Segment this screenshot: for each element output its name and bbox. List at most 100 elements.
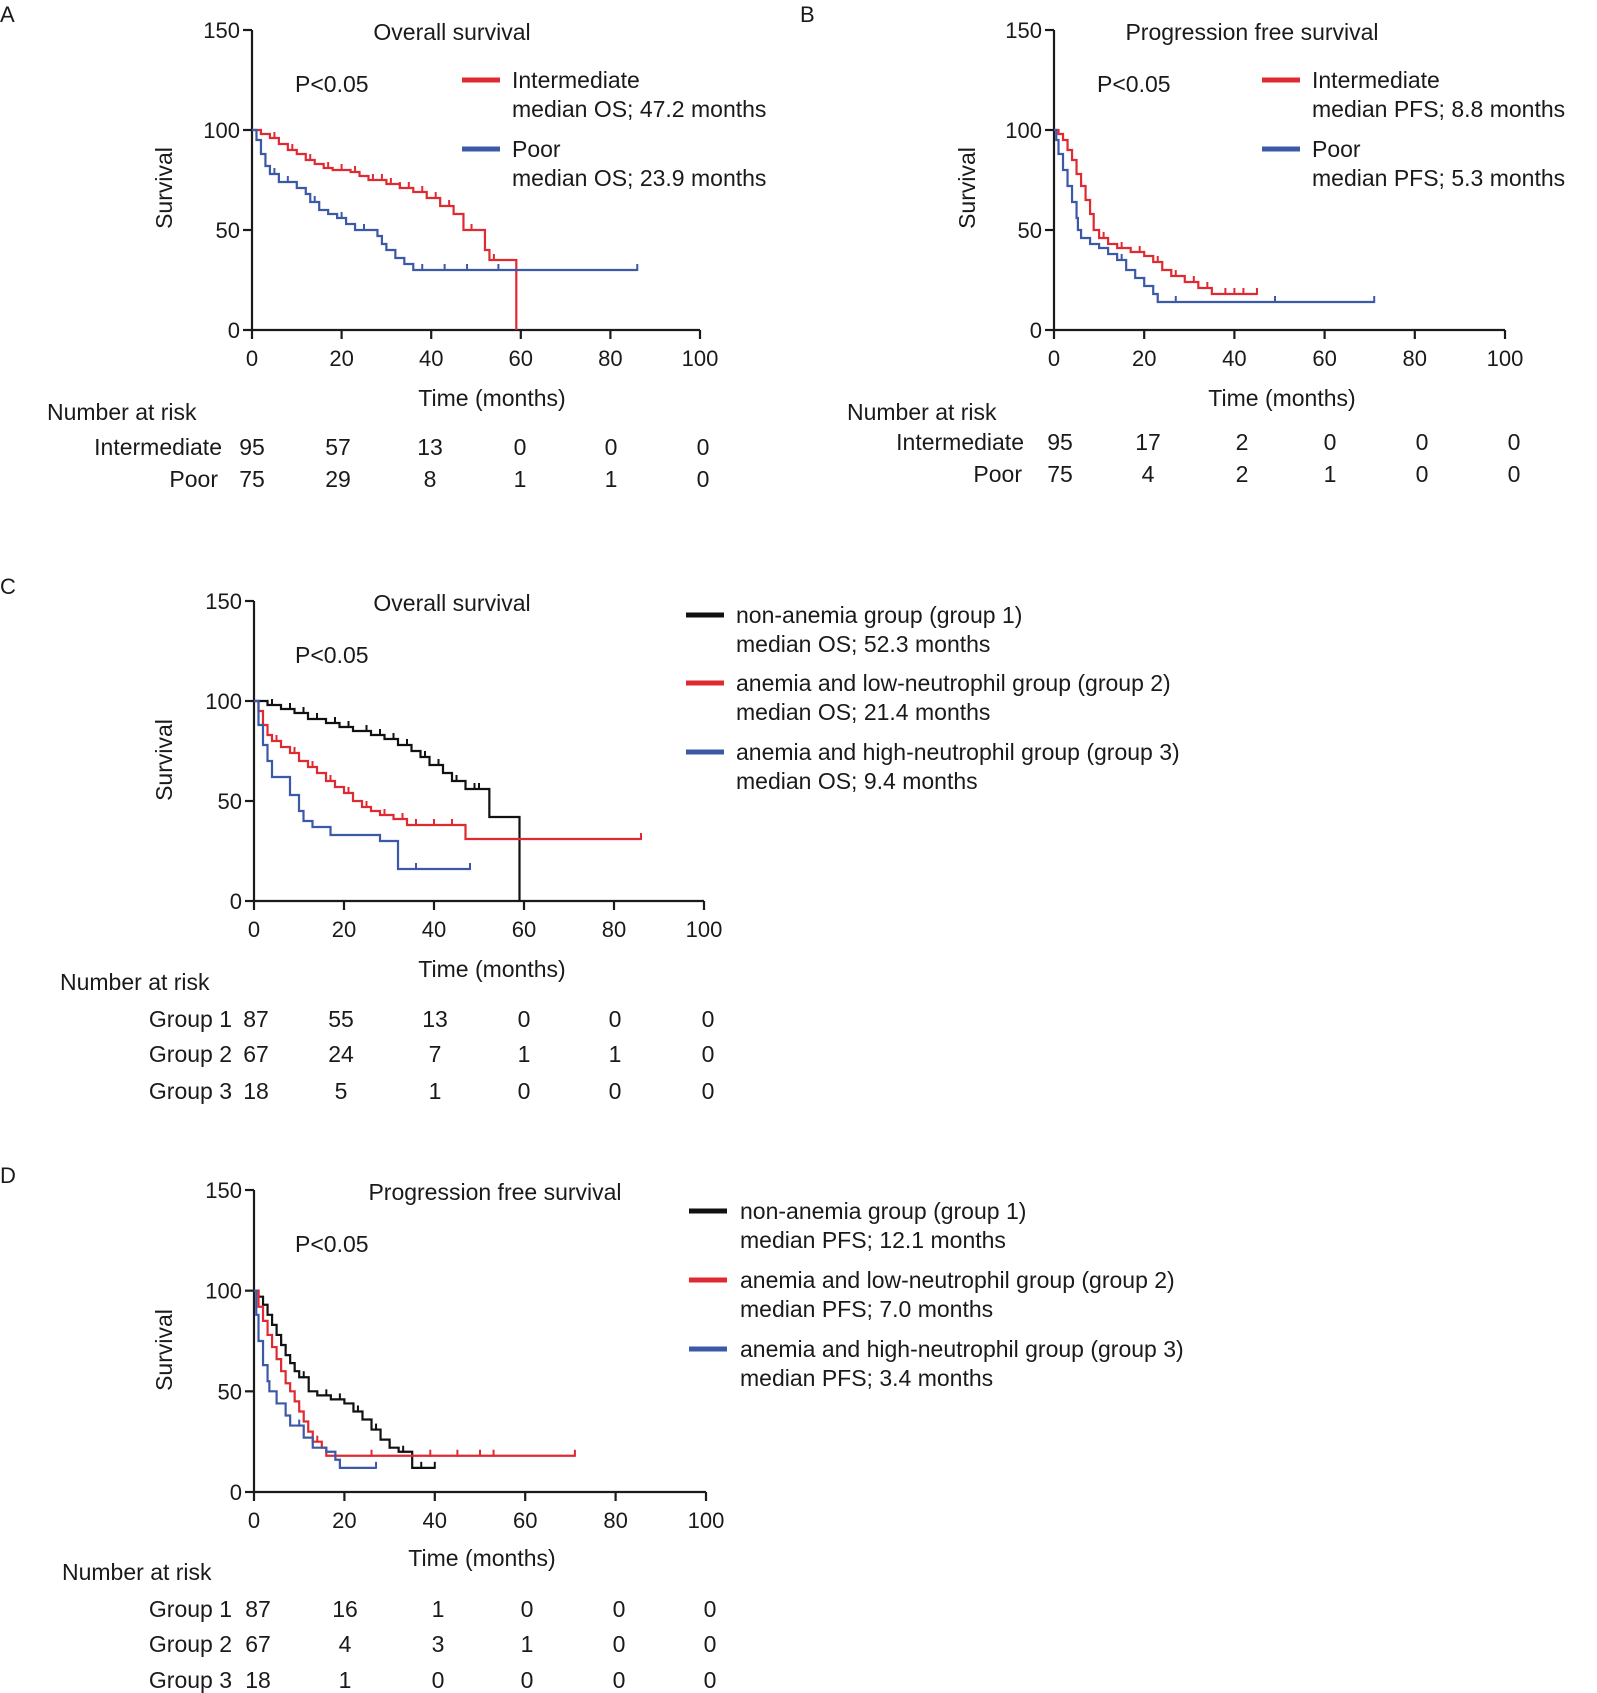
risk-value: 1 <box>605 466 618 492</box>
legend-label: non-anemia group (group 1) <box>736 602 1022 628</box>
risk-row-label: Intermediate <box>896 429 1024 455</box>
y-tick-label: 100 <box>205 689 242 714</box>
series-line-2 <box>1054 128 1375 304</box>
x-axis-label: Time (months) <box>418 956 565 982</box>
y-tick-label: 50 <box>218 1379 242 1404</box>
legend-median: median OS; 21.4 months <box>736 699 990 725</box>
legend-label: anemia and low-neutrophil group (group 2… <box>740 1267 1175 1293</box>
risk-value: 0 <box>1416 429 1429 455</box>
legend-label: Poor <box>1312 136 1361 162</box>
risk-row-label: Group 3 <box>149 1078 232 1104</box>
risk-value: 1 <box>1324 461 1337 487</box>
risk-value: 0 <box>521 1596 534 1622</box>
risk-value: 0 <box>1416 461 1429 487</box>
p-value: P<0.05 <box>295 71 369 97</box>
x-tick-label: 100 <box>688 1508 725 1533</box>
risk-value: 0 <box>518 1006 531 1032</box>
risk-value: 1 <box>339 1667 352 1693</box>
risk-value: 0 <box>613 1631 626 1657</box>
risk-value: 0 <box>1508 429 1521 455</box>
x-tick-label: 0 <box>248 1508 260 1533</box>
risk-row-label: Group 1 <box>149 1596 232 1622</box>
risk-value: 0 <box>514 434 527 460</box>
risk-value: 0 <box>518 1078 531 1104</box>
risk-value: 0 <box>605 434 618 460</box>
x-tick-label: 60 <box>1312 346 1336 371</box>
risk-value: 75 <box>1047 461 1073 487</box>
risk-value: 1 <box>609 1041 622 1067</box>
x-tick-label: 60 <box>509 346 533 371</box>
x-tick-label: 40 <box>419 346 443 371</box>
y-tick-label: 150 <box>205 589 242 614</box>
risk-value: 0 <box>697 434 710 460</box>
risk-value: 0 <box>704 1667 717 1693</box>
x-tick-label: 60 <box>512 917 536 942</box>
risk-value: 55 <box>328 1006 354 1032</box>
y-tick-label: 0 <box>230 1480 242 1505</box>
y-axis-label: Survival <box>151 1309 177 1391</box>
risk-value: 0 <box>1324 429 1337 455</box>
series-line-1 <box>1054 128 1257 296</box>
x-axis-label: Time (months) <box>418 385 565 411</box>
p-value: P<0.05 <box>295 1231 369 1257</box>
risk-row-label: Poor <box>169 466 218 492</box>
risk-value: 95 <box>1047 429 1073 455</box>
risk-table-title: Number at risk <box>60 969 210 995</box>
panel-letter: A <box>0 2 15 27</box>
legend-label: anemia and low-neutrophil group (group 2… <box>736 670 1171 696</box>
risk-value: 18 <box>243 1078 269 1104</box>
risk-value: 16 <box>332 1596 358 1622</box>
legend-label: non-anemia group (group 1) <box>740 1198 1026 1224</box>
x-tick-label: 100 <box>686 917 723 942</box>
legend-median: median OS; 9.4 months <box>736 768 978 794</box>
risk-value: 4 <box>339 1631 352 1657</box>
series-line-1 <box>252 128 518 330</box>
chart-title: Progression free survival <box>1125 19 1378 45</box>
risk-value: 13 <box>422 1006 448 1032</box>
risk-value: 95 <box>239 434 265 460</box>
legend-label: Poor <box>512 136 561 162</box>
x-tick-label: 80 <box>598 346 622 371</box>
risk-value: 18 <box>245 1667 271 1693</box>
series-line-1 <box>254 699 521 901</box>
x-axis-label: Time (months) <box>408 1545 555 1571</box>
risk-value: 0 <box>1508 461 1521 487</box>
risk-value: 5 <box>335 1078 348 1104</box>
y-tick-label: 50 <box>218 789 242 814</box>
risk-row-label: Poor <box>973 461 1022 487</box>
p-value: P<0.05 <box>1097 71 1171 97</box>
y-tick-label: 100 <box>1005 118 1042 143</box>
x-tick-label: 80 <box>603 1508 627 1533</box>
panel-letter: D <box>0 1163 16 1188</box>
x-tick-label: 0 <box>248 917 260 942</box>
risk-value: 0 <box>702 1078 715 1104</box>
y-tick-label: 0 <box>230 889 242 914</box>
y-axis-label: Survival <box>954 147 980 229</box>
legend-label: anemia and high-neutrophil group (group … <box>740 1336 1184 1362</box>
risk-value: 0 <box>704 1631 717 1657</box>
risk-value: 1 <box>514 466 527 492</box>
y-axis-label: Survival <box>151 147 177 229</box>
y-tick-label: 50 <box>1018 218 1042 243</box>
risk-row-label: Group 2 <box>149 1631 232 1657</box>
legend-label: Intermediate <box>512 67 640 93</box>
x-tick-label: 40 <box>423 1508 447 1533</box>
x-tick-label: 20 <box>332 917 356 942</box>
risk-row-label: Group 1 <box>149 1006 232 1032</box>
series-line-3 <box>254 1289 377 1469</box>
panel-letter: B <box>800 2 815 27</box>
risk-table-title: Number at risk <box>847 399 997 425</box>
risk-value: 7 <box>429 1041 442 1067</box>
risk-value: 1 <box>432 1596 445 1622</box>
risk-value: 0 <box>704 1596 717 1622</box>
risk-value: 1 <box>521 1631 534 1657</box>
x-tick-label: 60 <box>513 1508 537 1533</box>
risk-value: 75 <box>239 466 265 492</box>
risk-value: 1 <box>518 1041 531 1067</box>
y-tick-label: 100 <box>205 1279 242 1304</box>
series-line-2 <box>254 699 641 841</box>
y-tick-label: 150 <box>1005 18 1042 43</box>
risk-value: 0 <box>609 1078 622 1104</box>
